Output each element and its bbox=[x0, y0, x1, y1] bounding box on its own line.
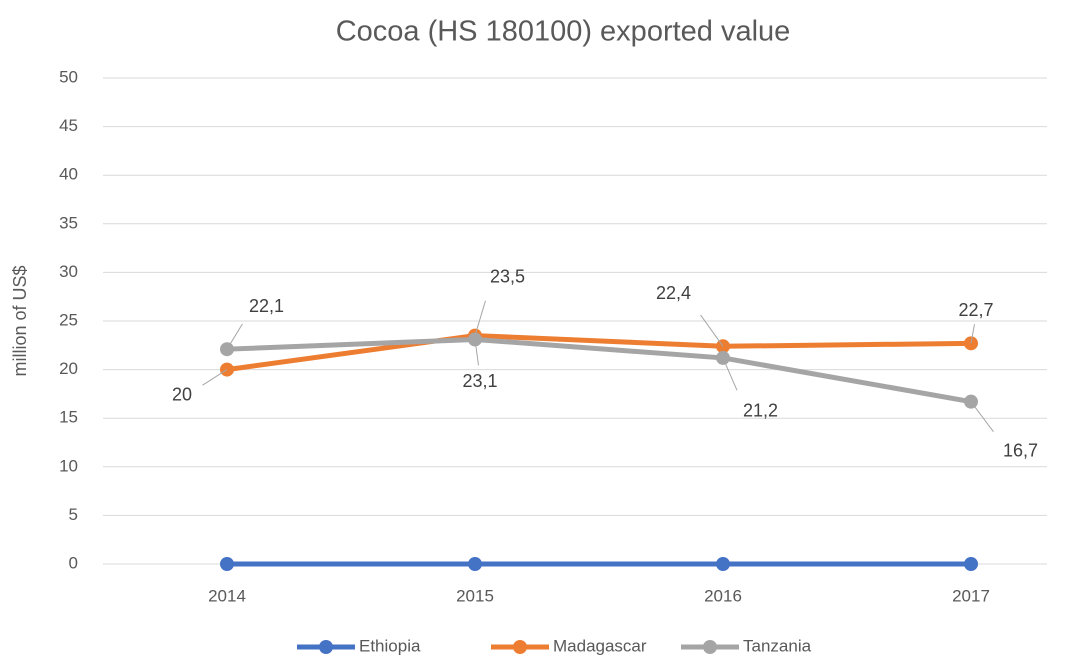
x-tick-label: 2014 bbox=[208, 586, 246, 605]
y-axis-label: million of US$ bbox=[10, 265, 30, 376]
series-line bbox=[226, 333, 972, 373]
y-tick-label: 10 bbox=[59, 456, 78, 475]
y-tick-label: 15 bbox=[59, 408, 78, 427]
legend-label: Ethiopia bbox=[359, 636, 421, 655]
legend-label: Tanzania bbox=[743, 636, 812, 655]
data-label: 22,4 bbox=[656, 283, 691, 303]
leader-line bbox=[202, 369, 228, 386]
legend-marker bbox=[703, 640, 717, 654]
point bbox=[716, 557, 730, 571]
leader-line bbox=[226, 323, 243, 350]
data-label: 20 bbox=[172, 384, 192, 404]
y-tick-label: 30 bbox=[59, 262, 78, 281]
series-line bbox=[226, 336, 972, 405]
x-tick-label: 2016 bbox=[704, 586, 742, 605]
chart-title: Cocoa (HS 180100) exported value bbox=[336, 16, 791, 48]
data-label: 16,7 bbox=[1003, 440, 1038, 460]
leader-line bbox=[970, 324, 975, 344]
leader-line bbox=[970, 401, 994, 432]
y-tick-label: 5 bbox=[69, 505, 78, 524]
data-label: 21,2 bbox=[743, 401, 778, 421]
legend-label: Madagascar bbox=[553, 636, 647, 655]
legend-marker bbox=[513, 640, 527, 654]
data-label: 23,5 bbox=[490, 266, 525, 286]
point bbox=[468, 557, 482, 571]
leader-line bbox=[474, 300, 486, 336]
data-label: 22,7 bbox=[958, 300, 993, 320]
data-label: 23,1 bbox=[462, 371, 497, 391]
point bbox=[964, 557, 978, 571]
leader-line bbox=[722, 357, 738, 391]
x-tick-label: 2017 bbox=[952, 586, 990, 605]
y-tick-label: 40 bbox=[59, 165, 78, 184]
legend-marker bbox=[319, 640, 333, 654]
y-tick-label: 0 bbox=[69, 553, 78, 572]
leader-line bbox=[474, 339, 479, 366]
y-tick-label: 25 bbox=[59, 310, 78, 329]
y-tick-label: 45 bbox=[59, 116, 78, 135]
x-tick-label: 2015 bbox=[456, 586, 494, 605]
y-tick-label: 20 bbox=[59, 359, 78, 378]
y-tick-label: 50 bbox=[59, 67, 78, 86]
y-tick-label: 35 bbox=[59, 213, 78, 232]
leader-line bbox=[700, 314, 724, 347]
point bbox=[220, 557, 234, 571]
data-label: 22,1 bbox=[249, 296, 284, 316]
